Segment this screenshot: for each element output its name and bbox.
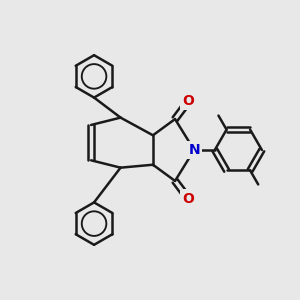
Text: N: N [188,143,200,157]
Text: O: O [182,192,194,206]
Text: O: O [182,94,194,108]
